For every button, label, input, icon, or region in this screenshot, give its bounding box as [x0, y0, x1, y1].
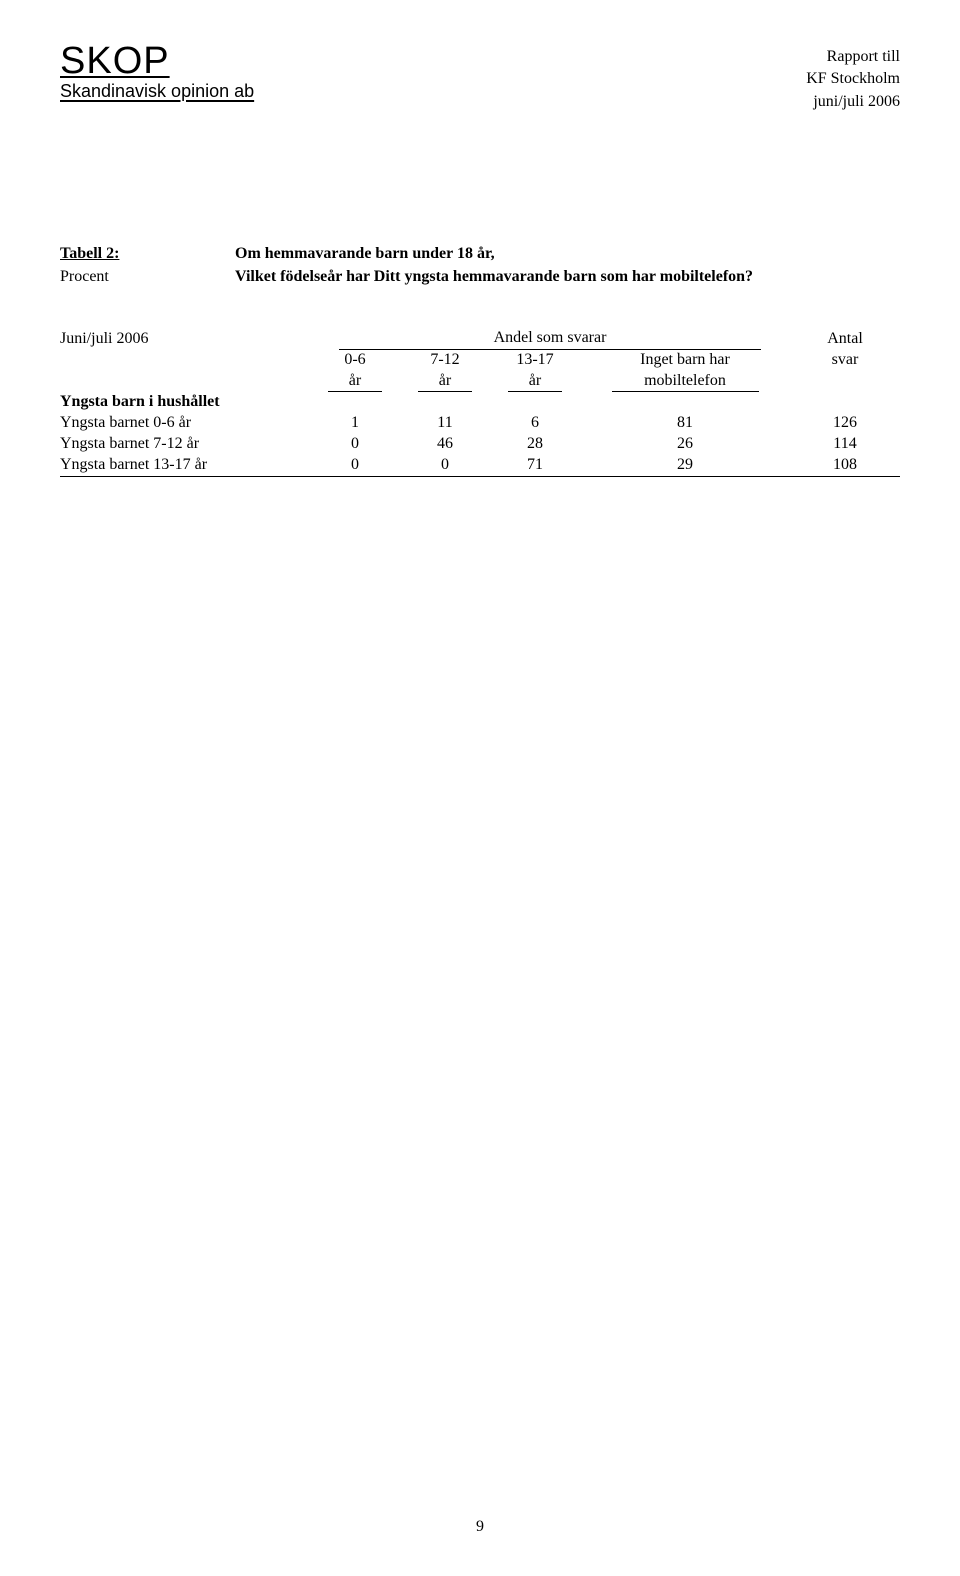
table-header-row-2: 0-6 7-12 13-17 Inget barn har svar	[60, 350, 900, 371]
cell: 0	[400, 455, 490, 476]
table-title-label: Tabell 2: Procent	[60, 243, 235, 288]
page-header: SKOP Skandinavisk opinion ab Rapport til…	[60, 40, 900, 113]
cell: 26	[580, 434, 790, 455]
header-left: SKOP Skandinavisk opinion ab	[60, 40, 254, 102]
cell: 126	[790, 413, 900, 434]
row-label: Yngsta barnet 7-12 år	[60, 434, 310, 455]
cell: 11	[400, 413, 490, 434]
col-header-b-1: 7-12	[400, 350, 490, 371]
cell: 46	[400, 434, 490, 455]
cell: 29	[580, 455, 790, 476]
title-line-1: Om hemmavarande barn under 18 år,	[235, 245, 495, 262]
cell: 0	[310, 455, 400, 476]
data-table: Juni/juli 2006 Andel som svarar Antal 0-…	[60, 328, 900, 477]
col-header-d-1: Inget barn har	[580, 350, 790, 371]
cell: 6	[490, 413, 580, 434]
table-unit: Procent	[60, 268, 109, 285]
title-line-2: Vilket födelseår har Ditt yngsta hemmava…	[235, 268, 753, 285]
cell: 114	[790, 434, 900, 455]
cell: 28	[490, 434, 580, 455]
table-row: Yngsta barnet 7-12 år 0 46 28 26 114	[60, 434, 900, 455]
period-label: Juni/juli 2006	[60, 329, 310, 350]
table-section-header: Yngsta barn i hushållet	[60, 392, 900, 413]
col-header-d-2: mobiltelefon	[612, 371, 759, 393]
table-title-text: Om hemmavarande barn under 18 år, Vilket…	[235, 243, 753, 288]
table-number: Tabell 2:	[60, 245, 119, 262]
logo: SKOP	[60, 40, 254, 83]
table-header-row-1: Juni/juli 2006 Andel som svarar Antal	[60, 328, 900, 350]
col-header-b-2: år	[418, 371, 472, 393]
report-to-label: Rapport till	[806, 46, 900, 68]
section-label: Yngsta barn i hushållet	[60, 392, 900, 413]
row-label: Yngsta barnet 13-17 år	[60, 455, 310, 476]
col-header-e: svar	[790, 350, 900, 371]
table-header-row-3: år år år mobiltelefon	[60, 371, 900, 393]
report-recipient: KF Stockholm	[806, 68, 900, 90]
col-header-c-1: 13-17	[490, 350, 580, 371]
col-header-a-2: år	[328, 371, 382, 393]
page-number: 9	[0, 1518, 960, 1536]
group-header: Andel som svarar	[310, 328, 790, 350]
table-row: Yngsta barnet 13-17 år 0 0 71 29 108	[60, 455, 900, 477]
cell: 81	[580, 413, 790, 434]
cell: 71	[490, 455, 580, 476]
cell: 0	[310, 434, 400, 455]
cell: 108	[790, 455, 900, 476]
row-label: Yngsta barnet 0-6 år	[60, 413, 310, 434]
antal-header: Antal	[790, 329, 900, 350]
header-right: Rapport till KF Stockholm juni/juli 2006	[806, 40, 900, 113]
col-header-a-1: 0-6	[310, 350, 400, 371]
report-date: juni/juli 2006	[806, 91, 900, 113]
table-row: Yngsta barnet 0-6 år 1 11 6 81 126	[60, 413, 900, 434]
cell: 1	[310, 413, 400, 434]
header-subtitle: Skandinavisk opinion ab	[60, 81, 254, 102]
col-header-c-2: år	[508, 371, 562, 393]
table-title-block: Tabell 2: Procent Om hemmavarande barn u…	[60, 243, 900, 288]
